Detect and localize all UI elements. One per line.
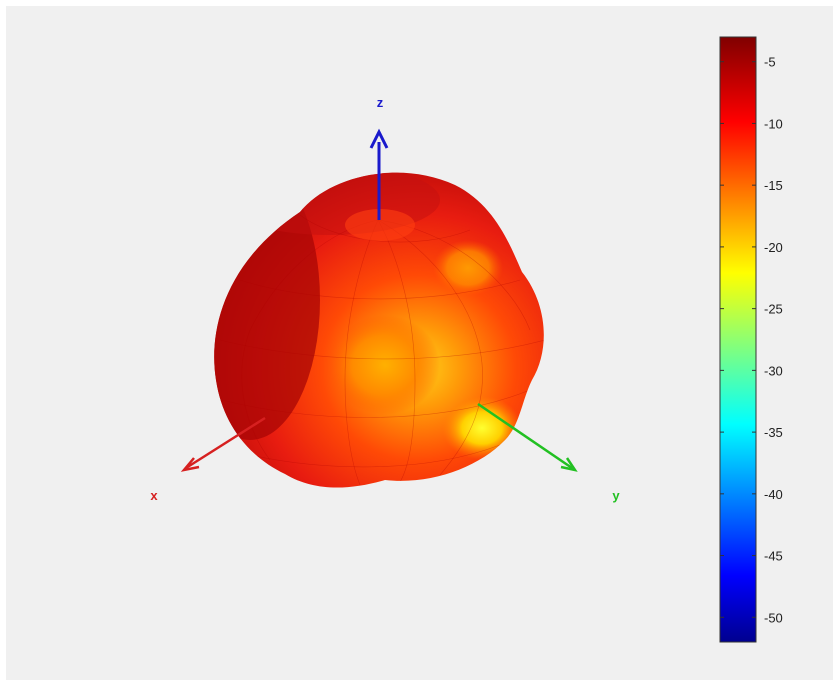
- colorbar-tick-label: -35: [764, 425, 783, 440]
- colorbar-tick-label: -15: [764, 178, 783, 193]
- surface-mesh: [219, 214, 544, 486]
- orange-region: [330, 315, 440, 415]
- colorbar-tick-label: -40: [764, 487, 783, 502]
- colorbar-tick-label: -5: [764, 55, 776, 70]
- axis-y: [477, 402, 578, 472]
- axis-z: [369, 128, 389, 220]
- colorbar-tick-label: -50: [764, 610, 783, 625]
- axis-y-label: y: [612, 488, 620, 503]
- colorbar-tick-label: -25: [764, 302, 783, 317]
- colorbar-ticks: -5 -10 -15 -20 -25 -30 -35 -40 -45 -50: [720, 55, 783, 625]
- colorbar-tick-label: -10: [764, 116, 783, 131]
- axis-x-label: x: [150, 488, 158, 503]
- axis-z-label: z: [377, 95, 384, 110]
- colorbar-tick-label: -30: [764, 363, 783, 378]
- axis-x: [180, 416, 266, 472]
- colorbar-gradient: [719, 36, 757, 643]
- colorbar: -5 -10 -15 -20 -25 -30 -35 -40 -45 -50: [719, 36, 783, 643]
- colorbar-tick-label: -45: [764, 549, 783, 564]
- colorbar-tick-label: -20: [764, 240, 783, 255]
